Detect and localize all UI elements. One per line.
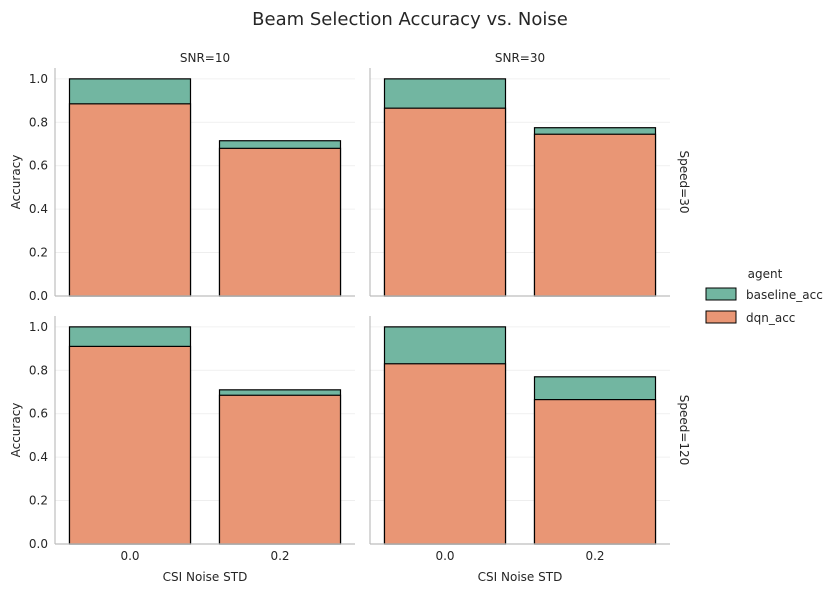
y-tick-label: 1.0	[29, 72, 48, 86]
x-tick-label: 0.2	[585, 549, 604, 563]
y-tick-label: 0.0	[29, 289, 48, 303]
chart-panels: 0.0 0.2 0.4 0.6 0.8 1.0 Accuracy SNR=10 SNR=30 Sp…	[9, 51, 691, 584]
y-tick-label: 0.8	[29, 115, 48, 129]
legend-swatch-baseline_acc	[705, 287, 737, 301]
bar-dqn_acc-0.2	[218, 147, 342, 297]
bar-dqn_acc-0.0	[383, 363, 507, 545]
panel-r1-c1: 0.0 0.2 CSI Noise STD Speed=120	[369, 316, 691, 584]
y-tick-label: 0.2	[29, 246, 48, 260]
y-tick-label: 0.4	[29, 450, 48, 464]
y-tick-label: 0.6	[29, 159, 48, 173]
y-tick-label: 0.6	[29, 407, 48, 421]
bar-dqn_acc-0.2	[533, 399, 657, 545]
y-tick-label: 0.4	[29, 202, 48, 216]
x-axis-label: CSI Noise STD	[163, 570, 248, 584]
legend-title: agent	[748, 267, 783, 281]
y-tick-label: 1.0	[29, 320, 48, 334]
bar-dqn_acc-0.0	[68, 345, 192, 545]
legend-label-baseline_acc: baseline_acc	[746, 288, 823, 302]
x-tick-label: 0.0	[435, 549, 454, 563]
bar-dqn_acc-0.0	[383, 107, 507, 297]
y-tick-label: 0.2	[29, 494, 48, 508]
facet-col-label: SNR=10	[180, 51, 230, 65]
legend-label-dqn_acc: dqn_acc	[746, 311, 795, 325]
y-axis-label: Accuracy	[9, 403, 23, 458]
facet-row-label: Speed=120	[677, 395, 691, 466]
panel-r1-c0: 0.0 0.2 0.4 0.6 0.8 1.0 Accuracy 0.0 0.2 CSI Nois…	[9, 316, 355, 584]
bar-dqn_acc-0.2	[218, 394, 342, 545]
facet-row-label: Speed=30	[677, 151, 691, 214]
bar-dqn_acc-0.2	[533, 133, 657, 297]
panel-r0-c1: SNR=30 Speed=30	[369, 51, 691, 297]
chart-legend: agent baseline_acc dqn_acc	[705, 267, 823, 325]
y-tick-label: 0.8	[29, 363, 48, 377]
bar-dqn_acc-0.0	[68, 103, 192, 297]
chart-title: Beam Selection Accuracy vs. Noise	[252, 9, 568, 30]
x-tick-label: 0.2	[270, 549, 289, 563]
facet-col-label: SNR=30	[495, 51, 545, 65]
y-tick-label: 0.0	[29, 537, 48, 551]
panel-r0-c0: 0.0 0.2 0.4 0.6 0.8 1.0 Accuracy SNR=10	[9, 51, 355, 303]
x-tick-label: 0.0	[120, 549, 139, 563]
y-axis-label: Accuracy	[9, 155, 23, 210]
x-axis-label: CSI Noise STD	[478, 570, 563, 584]
legend-swatch-dqn_acc	[705, 310, 737, 324]
